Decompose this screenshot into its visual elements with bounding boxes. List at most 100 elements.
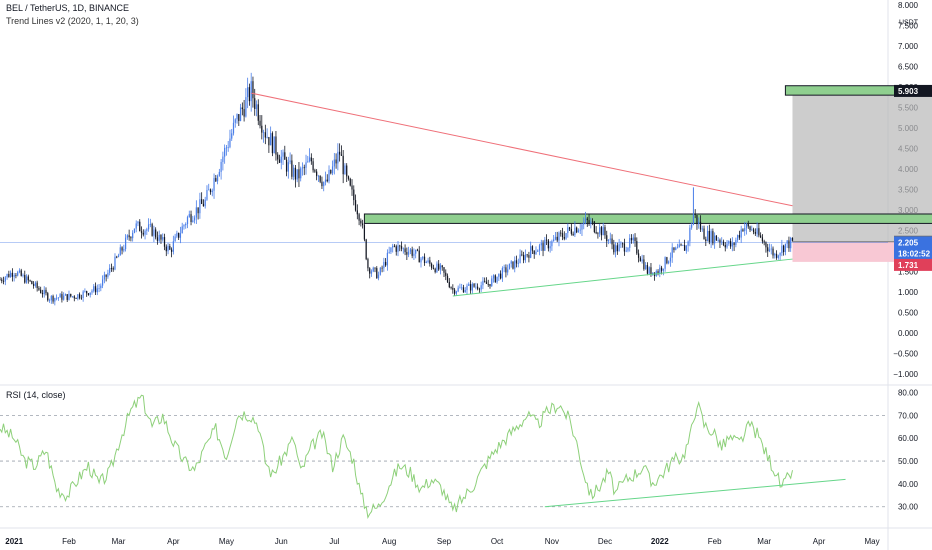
candle-body [285,159,288,172]
candle-body [50,296,52,301]
candle-body [533,250,535,255]
candle-body [630,238,633,241]
candle-body [404,248,406,253]
candle-body [174,236,176,242]
candle-body [167,245,169,252]
candle-body [722,241,725,246]
candle-body [728,241,730,244]
candle-body [574,227,576,236]
candle-body [346,165,348,177]
candle-body [41,293,44,295]
candle-body [645,265,647,270]
candle-body [457,287,459,292]
candle-body [2,280,5,282]
candle-body [323,182,325,187]
time-tick-label: Feb [62,537,76,546]
candle-body [340,154,343,156]
candle-body [786,240,788,244]
candle-body [683,245,686,251]
candle-body [602,227,604,236]
candle-body [636,241,638,254]
candle-body [278,159,281,163]
candle-body [436,263,438,273]
time-tick-label: Oct [491,537,504,546]
candle-body [719,240,721,243]
candle-body [581,224,583,230]
candle-body [121,247,123,251]
candle-body [399,245,401,247]
candle-body [538,245,541,251]
candle-body [530,246,532,258]
candle-body [261,125,263,133]
candle-body [783,245,785,253]
candle-body [94,286,97,293]
candle-body [289,160,291,163]
candle-body [57,297,59,299]
candle-body [93,286,95,291]
candle-body [422,256,424,259]
candle-body [40,289,42,294]
candle-body [48,300,51,301]
rsi-line [0,394,793,519]
price-tick-label: 0.000 [898,329,919,338]
indicator-legend[interactable]: Trend Lines v2 (2020, 1, 1, 20, 3) [6,16,139,26]
candle-body [446,275,449,282]
candle-body [738,235,741,238]
candle-body [752,229,755,233]
candle-body [423,256,426,263]
time-tick-label: Apr [167,537,180,546]
candle-body [351,185,353,190]
candle-body [485,281,488,284]
candle-body [197,207,199,214]
candle-body [372,267,374,272]
candle-body [505,267,507,273]
candle-body [434,268,436,273]
candle-body [742,229,744,232]
candle-body [400,246,403,249]
candle-body [116,256,118,258]
candle-body [80,297,82,299]
candle-body [234,119,236,123]
candle-body [112,268,114,270]
candle-body [590,221,592,224]
candle-body [554,236,557,240]
time-tick-label: Sep [437,537,452,546]
candle-body [255,104,258,110]
candle-body [666,257,668,264]
candle-body [577,230,580,233]
candle-body [43,289,45,295]
candle-body [599,227,601,234]
candle-body [73,296,75,299]
candle-body [151,224,153,236]
candle-body [445,272,447,276]
candle-body [163,237,166,247]
candle-body [1,279,3,281]
candle-body [791,237,794,241]
candle-body [9,272,12,277]
time-tick-label: Dec [598,537,612,546]
candle-body [561,233,564,237]
candle-body [503,267,505,269]
candle-body [169,245,171,250]
candle-body [241,107,243,110]
candle-body [731,243,733,247]
candle-body [293,167,295,177]
candle-body [379,267,381,275]
candle-body [572,233,574,236]
price-tick-label: 1.000 [898,288,919,297]
candle-body [360,220,362,224]
candle-body [354,200,357,211]
rsi-legend[interactable]: RSI (14, close) [6,390,66,400]
candle-body [15,275,17,276]
candle-body [770,248,772,250]
candle-body [243,109,245,117]
candle-body [13,275,15,277]
candle-body [353,189,355,201]
candle-body [342,155,344,175]
candle-body [296,169,298,180]
candle-body [724,245,726,248]
candle-body [622,243,624,245]
candle-body [579,229,581,231]
candle-body [377,274,380,279]
